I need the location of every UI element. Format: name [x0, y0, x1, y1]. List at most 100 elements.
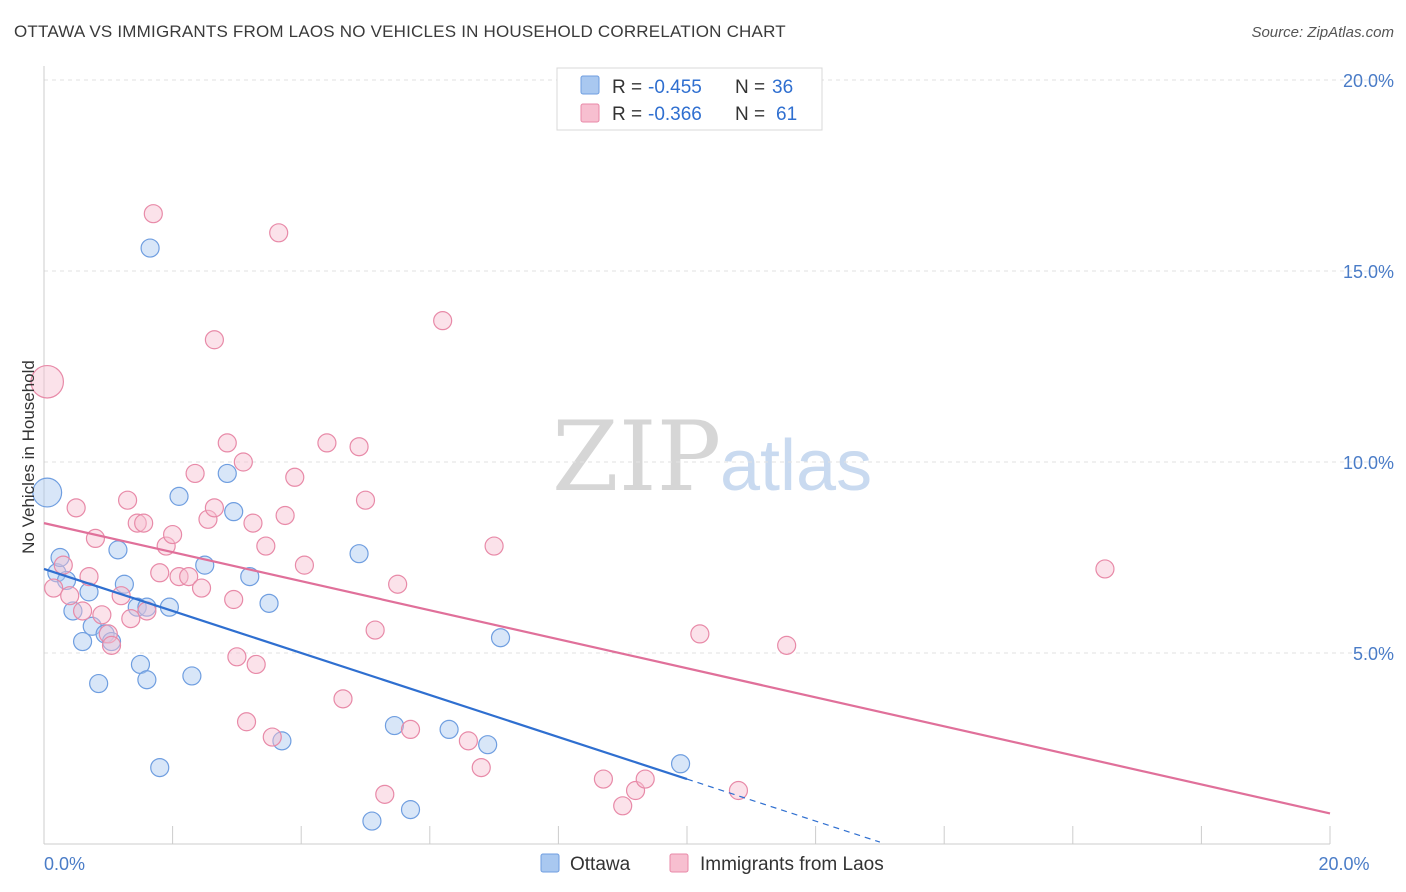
- point-ottawa: [384, 715, 405, 736]
- point-laos: [163, 524, 183, 545]
- point-ottawa: [259, 593, 279, 613]
- data-points: [30, 204, 1115, 831]
- point-ottawa: [169, 486, 189, 506]
- point-laos: [256, 536, 276, 556]
- point-laos: [593, 769, 614, 789]
- point-laos: [150, 563, 170, 583]
- bottom-legend-swatch-ottawa: [540, 853, 560, 873]
- point-laos: [191, 578, 212, 598]
- point-laos: [233, 452, 253, 472]
- point-laos: [613, 796, 633, 816]
- point-ottawa: [72, 631, 93, 652]
- point-laos: [355, 490, 376, 510]
- grid-lines: [44, 79, 1390, 654]
- chart-title: OTTAWA VS IMMIGRANTS FROM LAOS NO VEHICL…: [14, 22, 786, 41]
- point-laos: [236, 712, 257, 732]
- point-laos: [269, 223, 289, 243]
- point-ottawa: [127, 597, 147, 617]
- point-laos: [92, 605, 112, 625]
- point-ottawa: [670, 754, 691, 774]
- trend-line-laos: [43, 522, 1331, 815]
- watermark-zip: ZIP: [552, 401, 721, 513]
- legend-box: [556, 67, 823, 131]
- bottom-legend-swatch-laos: [669, 853, 689, 873]
- legend-r-label-laos: R =: [612, 104, 642, 125]
- point-ottawa: [182, 666, 202, 686]
- point-laos: [484, 536, 504, 556]
- point-laos: [365, 620, 385, 640]
- point-ottawa: [439, 719, 459, 740]
- point-laos: [179, 566, 199, 587]
- point-laos: [333, 689, 353, 709]
- legend-swatch-ottawa: [580, 75, 600, 95]
- point-laos: [349, 437, 369, 457]
- point-laos: [85, 528, 106, 549]
- point-ottawa: [362, 811, 382, 831]
- point-laos: [198, 509, 218, 529]
- point-laos: [728, 780, 749, 801]
- point-laos: [471, 757, 491, 778]
- point-ottawa: [89, 673, 109, 694]
- tick-labels: 5.0% 10.0% 15.0% 20.0% 0.0% 20.0%: [44, 71, 1394, 874]
- point-ottawa: [137, 670, 157, 690]
- point-laos: [72, 601, 93, 621]
- point-ottawa: [478, 735, 498, 755]
- legend-swatch-laos: [580, 103, 600, 123]
- point-laos: [285, 467, 305, 487]
- y-tick-label: 10.0%: [1343, 453, 1394, 473]
- y-tick-label: 15.0%: [1343, 262, 1394, 282]
- point-laos: [388, 574, 408, 594]
- point-laos: [101, 635, 122, 655]
- legend-r-value-laos: -0.366: [648, 104, 702, 125]
- point-laos: [777, 635, 797, 655]
- legend-r-label-ottawa: R =: [612, 77, 642, 98]
- point-ottawa: [224, 502, 244, 522]
- point-ottawa: [150, 757, 170, 778]
- point-laos: [375, 784, 395, 804]
- point-laos: [53, 555, 73, 575]
- point-laos: [246, 654, 266, 675]
- point-ottawa: [32, 477, 63, 508]
- point-laos: [262, 727, 282, 747]
- legend-r-value-ottawa: -0.455: [648, 77, 702, 98]
- point-laos: [1095, 559, 1115, 579]
- bottom-legend-label-laos: Immigrants from Laos: [700, 854, 884, 875]
- point-laos: [66, 498, 86, 518]
- point-ottawa: [490, 628, 511, 648]
- trend-lines: [43, 522, 1331, 843]
- point-laos: [217, 433, 237, 453]
- point-laos: [275, 505, 295, 526]
- point-laos: [134, 513, 154, 533]
- point-laos: [433, 311, 453, 331]
- point-laos: [635, 769, 655, 789]
- x-tick-label: 0.0%: [44, 854, 85, 874]
- point-laos: [98, 624, 118, 644]
- point-ottawa: [114, 574, 134, 594]
- point-laos: [30, 364, 65, 399]
- point-ottawa: [140, 238, 160, 258]
- y-tick-label: 20.0%: [1343, 71, 1394, 91]
- point-ottawa: [63, 601, 83, 621]
- point-laos: [60, 586, 80, 606]
- point-ottawa: [272, 731, 292, 751]
- y-tick-label: 5.0%: [1353, 644, 1394, 664]
- point-laos: [204, 498, 224, 518]
- trend-line-ottawa: [43, 567, 688, 781]
- watermark-atlas: atlas: [720, 426, 872, 506]
- point-laos: [117, 490, 138, 510]
- point-laos: [127, 513, 147, 533]
- y-axis-label: No Vehicles in Household: [19, 360, 38, 554]
- point-ottawa: [349, 544, 369, 564]
- point-laos: [690, 624, 710, 644]
- point-laos: [44, 578, 64, 598]
- point-laos: [458, 731, 478, 751]
- legend-n-label-ottawa: N =: [735, 77, 765, 98]
- point-laos: [294, 555, 315, 575]
- x-tick-label: 20.0%: [1318, 854, 1369, 874]
- point-laos: [143, 204, 163, 224]
- point-ottawa: [108, 540, 128, 560]
- point-ottawa: [240, 566, 260, 587]
- point-laos: [227, 647, 247, 667]
- legend-n-value-laos: 61: [776, 104, 797, 125]
